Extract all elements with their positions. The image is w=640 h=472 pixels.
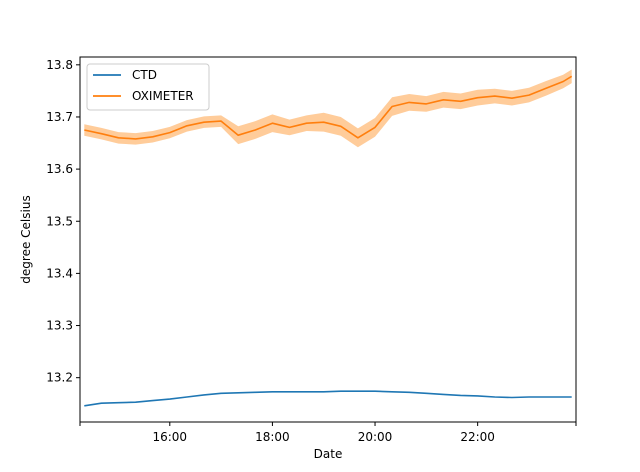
legend-label-oximeter: OXIMETER xyxy=(132,89,194,103)
x-tick-label: 22:00 xyxy=(460,430,495,444)
x-axis-label: Date xyxy=(314,447,343,461)
x-axis-ticks: 16:00 18:00 20:00 22:00 xyxy=(79,422,577,444)
y-tick-label: 13.4 xyxy=(46,266,73,280)
y-tick-label: 13.3 xyxy=(46,319,73,333)
y-tick-label: 13.7 xyxy=(46,110,73,124)
legend: CTD OXIMETER xyxy=(86,63,210,111)
legend-label-ctd: CTD xyxy=(132,68,157,82)
y-tick-label: 13.6 xyxy=(46,162,73,176)
y-axis-ticks: 13.2 13.3 13.4 13.5 13.6 13.7 13.8 xyxy=(46,58,80,385)
x-tick-label: 16:00 xyxy=(152,430,187,444)
x-tick-label: 18:00 xyxy=(255,430,290,444)
ctd-line xyxy=(84,390,572,407)
series-line-layer xyxy=(84,75,573,407)
plot-area-frame xyxy=(79,56,577,423)
y-tick-label: 13.5 xyxy=(46,214,73,228)
y-tick-label: 13.8 xyxy=(46,58,73,72)
y-axis-label: degree Celsius xyxy=(19,195,33,283)
x-tick-label: 20:00 xyxy=(358,430,393,444)
y-tick-label: 13.2 xyxy=(46,371,73,385)
oximeter-line xyxy=(84,75,573,140)
